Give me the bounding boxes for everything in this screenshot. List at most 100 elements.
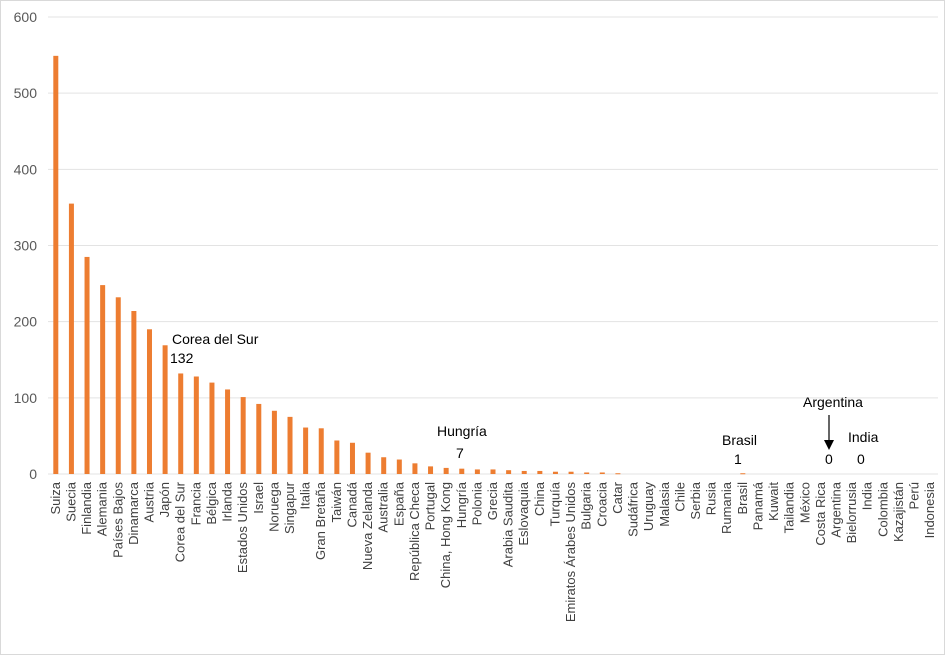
- x-tick-label: Croacia: [594, 481, 609, 527]
- y-axis-ticks: 0 100 200 300 400 500 600: [14, 9, 38, 482]
- x-tick-label: México: [797, 482, 812, 523]
- x-tick-label: Eslovaquia: [516, 481, 531, 545]
- x-tick-label: Israel: [251, 482, 266, 514]
- x-tick-label: Estados Unidos: [235, 482, 250, 574]
- bar: [84, 256, 90, 474]
- x-tick-label: Grecia: [485, 481, 500, 520]
- x-tick-label: Bulgaria: [579, 481, 594, 529]
- x-tick-label: China, Hong Kong: [438, 482, 453, 588]
- annotation-brasil-label: Brasil: [722, 432, 757, 448]
- bar: [115, 297, 121, 474]
- y-tick-label: 200: [14, 314, 38, 330]
- bar: [521, 470, 527, 474]
- x-tick-label: Nueva Zelanda: [360, 481, 375, 570]
- x-tick-label: Polonia: [469, 481, 484, 525]
- annotation-hungria-value: 7: [456, 445, 464, 461]
- bar: [584, 472, 590, 474]
- x-tick-label: Canadá: [344, 481, 359, 527]
- bar: [459, 468, 465, 474]
- bar: [100, 285, 106, 474]
- annotation-india-label: India: [848, 429, 879, 445]
- bar: [349, 442, 355, 474]
- x-tick-label: Kuwait: [766, 482, 781, 521]
- x-tick-label: Taiwán: [329, 482, 344, 522]
- x-tick-label: España: [391, 481, 406, 526]
- x-tick-label: Hungría: [454, 481, 469, 528]
- x-tick-label: Chile: [672, 482, 687, 512]
- bar: [506, 470, 512, 474]
- x-tick-label: India: [860, 481, 875, 510]
- x-tick-label: Tailandia: [782, 481, 797, 533]
- annotation-hungria: Hungría 7: [437, 423, 487, 461]
- bar: [474, 469, 480, 474]
- x-tick-label: Portugal: [423, 482, 438, 531]
- x-tick-label: Malasia: [657, 481, 672, 527]
- y-tick-label: 300: [14, 238, 38, 254]
- x-tick-label: Serbia: [688, 481, 703, 519]
- x-tick-label: Catar: [610, 481, 625, 513]
- x-tick-label: Australia: [376, 481, 391, 532]
- x-tick-label: Finlandia: [79, 481, 94, 535]
- x-tick-label: Turquía: [547, 481, 562, 526]
- y-tick-label: 500: [14, 85, 38, 101]
- bar: [334, 440, 340, 474]
- bar: [490, 469, 496, 474]
- x-tick-label: Japón: [157, 482, 172, 517]
- annotation-argentina-label: Argentina: [803, 394, 863, 410]
- annotation-brasil: Brasil 1: [722, 432, 757, 467]
- bar: [396, 459, 402, 474]
- bar: [615, 473, 621, 475]
- bar: [568, 471, 574, 474]
- x-tick-label: Austria: [141, 481, 156, 522]
- x-tick-label: Suecia: [63, 481, 78, 522]
- bar: [381, 457, 387, 474]
- bar: [552, 471, 558, 474]
- x-tick-label: Rusia: [704, 481, 719, 515]
- bar: [271, 410, 277, 474]
- annotation-corea: Corea del Sur 132: [170, 331, 259, 366]
- bar: [225, 389, 231, 474]
- x-tick-label: Costa Rica: [813, 481, 828, 545]
- x-tick-label: Noruega: [266, 481, 281, 532]
- x-tick-label: Argentina: [829, 481, 844, 537]
- annotation-corea-label: Corea del Sur: [172, 331, 259, 347]
- x-tick-label: Gran Bretaña: [313, 481, 328, 560]
- bar: [428, 466, 434, 474]
- x-tick-label: Kazajistán: [891, 482, 906, 542]
- annotation-brasil-value: 1: [734, 451, 742, 467]
- x-tick-label: Perú: [907, 482, 922, 509]
- x-tick-label: Dinamarca: [126, 481, 141, 545]
- annotation-india: India 0: [848, 429, 879, 467]
- bar: [318, 428, 324, 474]
- bar: [740, 473, 746, 475]
- x-tick-label: Emiratos Árabes Unidos: [563, 482, 578, 623]
- bar: [537, 470, 543, 474]
- bar: [178, 373, 184, 474]
- annotation-argentina: Argentina 0: [803, 394, 863, 467]
- bar: [162, 345, 168, 474]
- annotation-hungria-label: Hungría: [437, 423, 487, 439]
- x-axis-labels: Suiza Suecia Finlandia Alemania Países Bajos…: [48, 481, 937, 622]
- x-tick-label: China: [532, 481, 547, 516]
- x-tick-label: Uruguay: [641, 482, 656, 532]
- x-tick-label: Rumania: [719, 481, 734, 534]
- bars: [53, 55, 746, 475]
- x-tick-label: Colombia: [875, 481, 890, 537]
- annotation-india-value: 0: [857, 451, 865, 467]
- bar: [287, 416, 293, 474]
- annotation-corea-value: 132: [170, 350, 194, 366]
- x-tick-label: Irlanda: [220, 481, 235, 522]
- bar: [365, 452, 371, 474]
- bar: [412, 463, 418, 474]
- x-tick-label: Francia: [188, 481, 203, 525]
- bar: [443, 467, 449, 474]
- bar: [240, 397, 246, 474]
- x-tick-label: Italia: [298, 481, 313, 509]
- x-tick-label: República Checa: [407, 481, 422, 581]
- x-tick-label: Corea del Sur: [173, 481, 188, 562]
- annotation-argentina-value: 0: [825, 451, 833, 467]
- x-tick-label: Suiza: [48, 481, 63, 514]
- y-tick-label: 0: [29, 466, 37, 482]
